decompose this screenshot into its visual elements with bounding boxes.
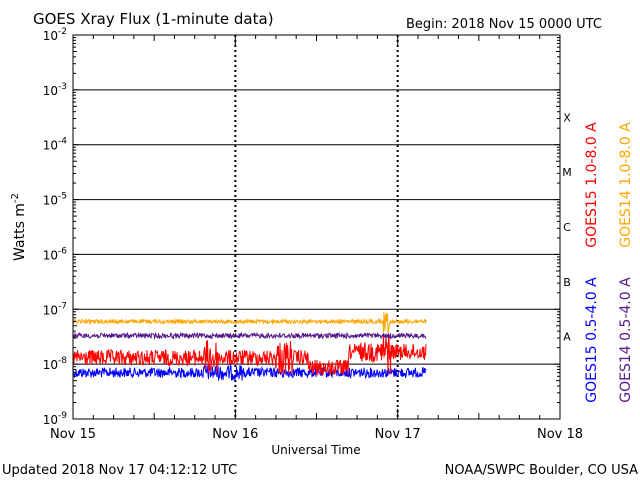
flare-class-label: X [563, 111, 571, 124]
plot-frame [72, 34, 561, 420]
updated-label: Updated 2018 Nov 17 04:12:12 UTC [2, 463, 237, 478]
flare-class-label: A [563, 331, 571, 344]
series-lines [72, 311, 427, 381]
flare-class-labels: X M C B A [562, 111, 572, 343]
y-axis-ticks: 10-2 10-3 10-4 10-5 10-6 10-7 10-8 10-9 [43, 27, 560, 427]
legend-entry: GOES14 0.5-4.0 A [618, 277, 634, 403]
y-tick-label: 10-9 [43, 411, 68, 427]
series-line [72, 364, 427, 381]
chart-title: GOES Xray Flux (1-minute data) [33, 10, 274, 28]
y-axis-label: Watts m-2 [10, 193, 28, 261]
y-tick-label: 10-5 [43, 192, 67, 208]
legend-label: GOES14 1.0-8.0 A [618, 122, 634, 248]
flare-class-label: M [562, 166, 572, 179]
legend-entry: GOES14 1.0-8.0 A [618, 122, 634, 248]
series-line [72, 331, 427, 340]
y-tick-label: 10-3 [43, 82, 67, 98]
y-tick-label: 10-7 [43, 301, 67, 317]
grid-lines [73, 89, 560, 365]
y-tick-label: 10-4 [43, 137, 68, 153]
y-axis-label-text: Watts m [12, 203, 28, 261]
y-tick-label: 10-2 [43, 27, 67, 43]
y-tick-label: 10-6 [43, 246, 68, 262]
flare-class-label: B [563, 276, 571, 289]
legend-label: GOES15 1.0-8.0 A [584, 122, 600, 248]
y-axis-label-sup: -2 [10, 193, 21, 203]
svg-text:Watts m-2: Watts m-2 [10, 193, 28, 261]
legend-entry: GOES15 0.5-4.0 A [584, 277, 600, 403]
x-axis-label: Universal Time [271, 443, 360, 457]
day-divider-lines [234, 35, 399, 419]
x-tick-label: Nov 15 [50, 427, 96, 442]
series-line [72, 333, 427, 377]
x-axis-ticks: Nov 15 Nov 16 Nov 17 Nov 18 [50, 35, 583, 442]
legend-label: GOES14 0.5-4.0 A [618, 277, 634, 403]
y-tick-label: 10-8 [43, 356, 68, 372]
x-tick-label: Nov 17 [375, 427, 421, 442]
begin-label: Begin: 2018 Nov 15 0000 UTC [406, 17, 602, 32]
series-line [72, 311, 427, 334]
x-tick-label: Nov 18 [537, 427, 583, 442]
credit-label: NOAA/SWPC Boulder, CO USA [445, 463, 638, 478]
legend-label: GOES15 0.5-4.0 A [584, 277, 600, 403]
legend-entry: GOES15 1.0-8.0 A [584, 122, 600, 248]
flare-class-label: C [563, 221, 571, 234]
legend: GOES15 1.0-8.0 A GOES15 0.5-4.0 A GOES14 1… [584, 122, 634, 403]
x-tick-label: Nov 16 [212, 427, 258, 442]
